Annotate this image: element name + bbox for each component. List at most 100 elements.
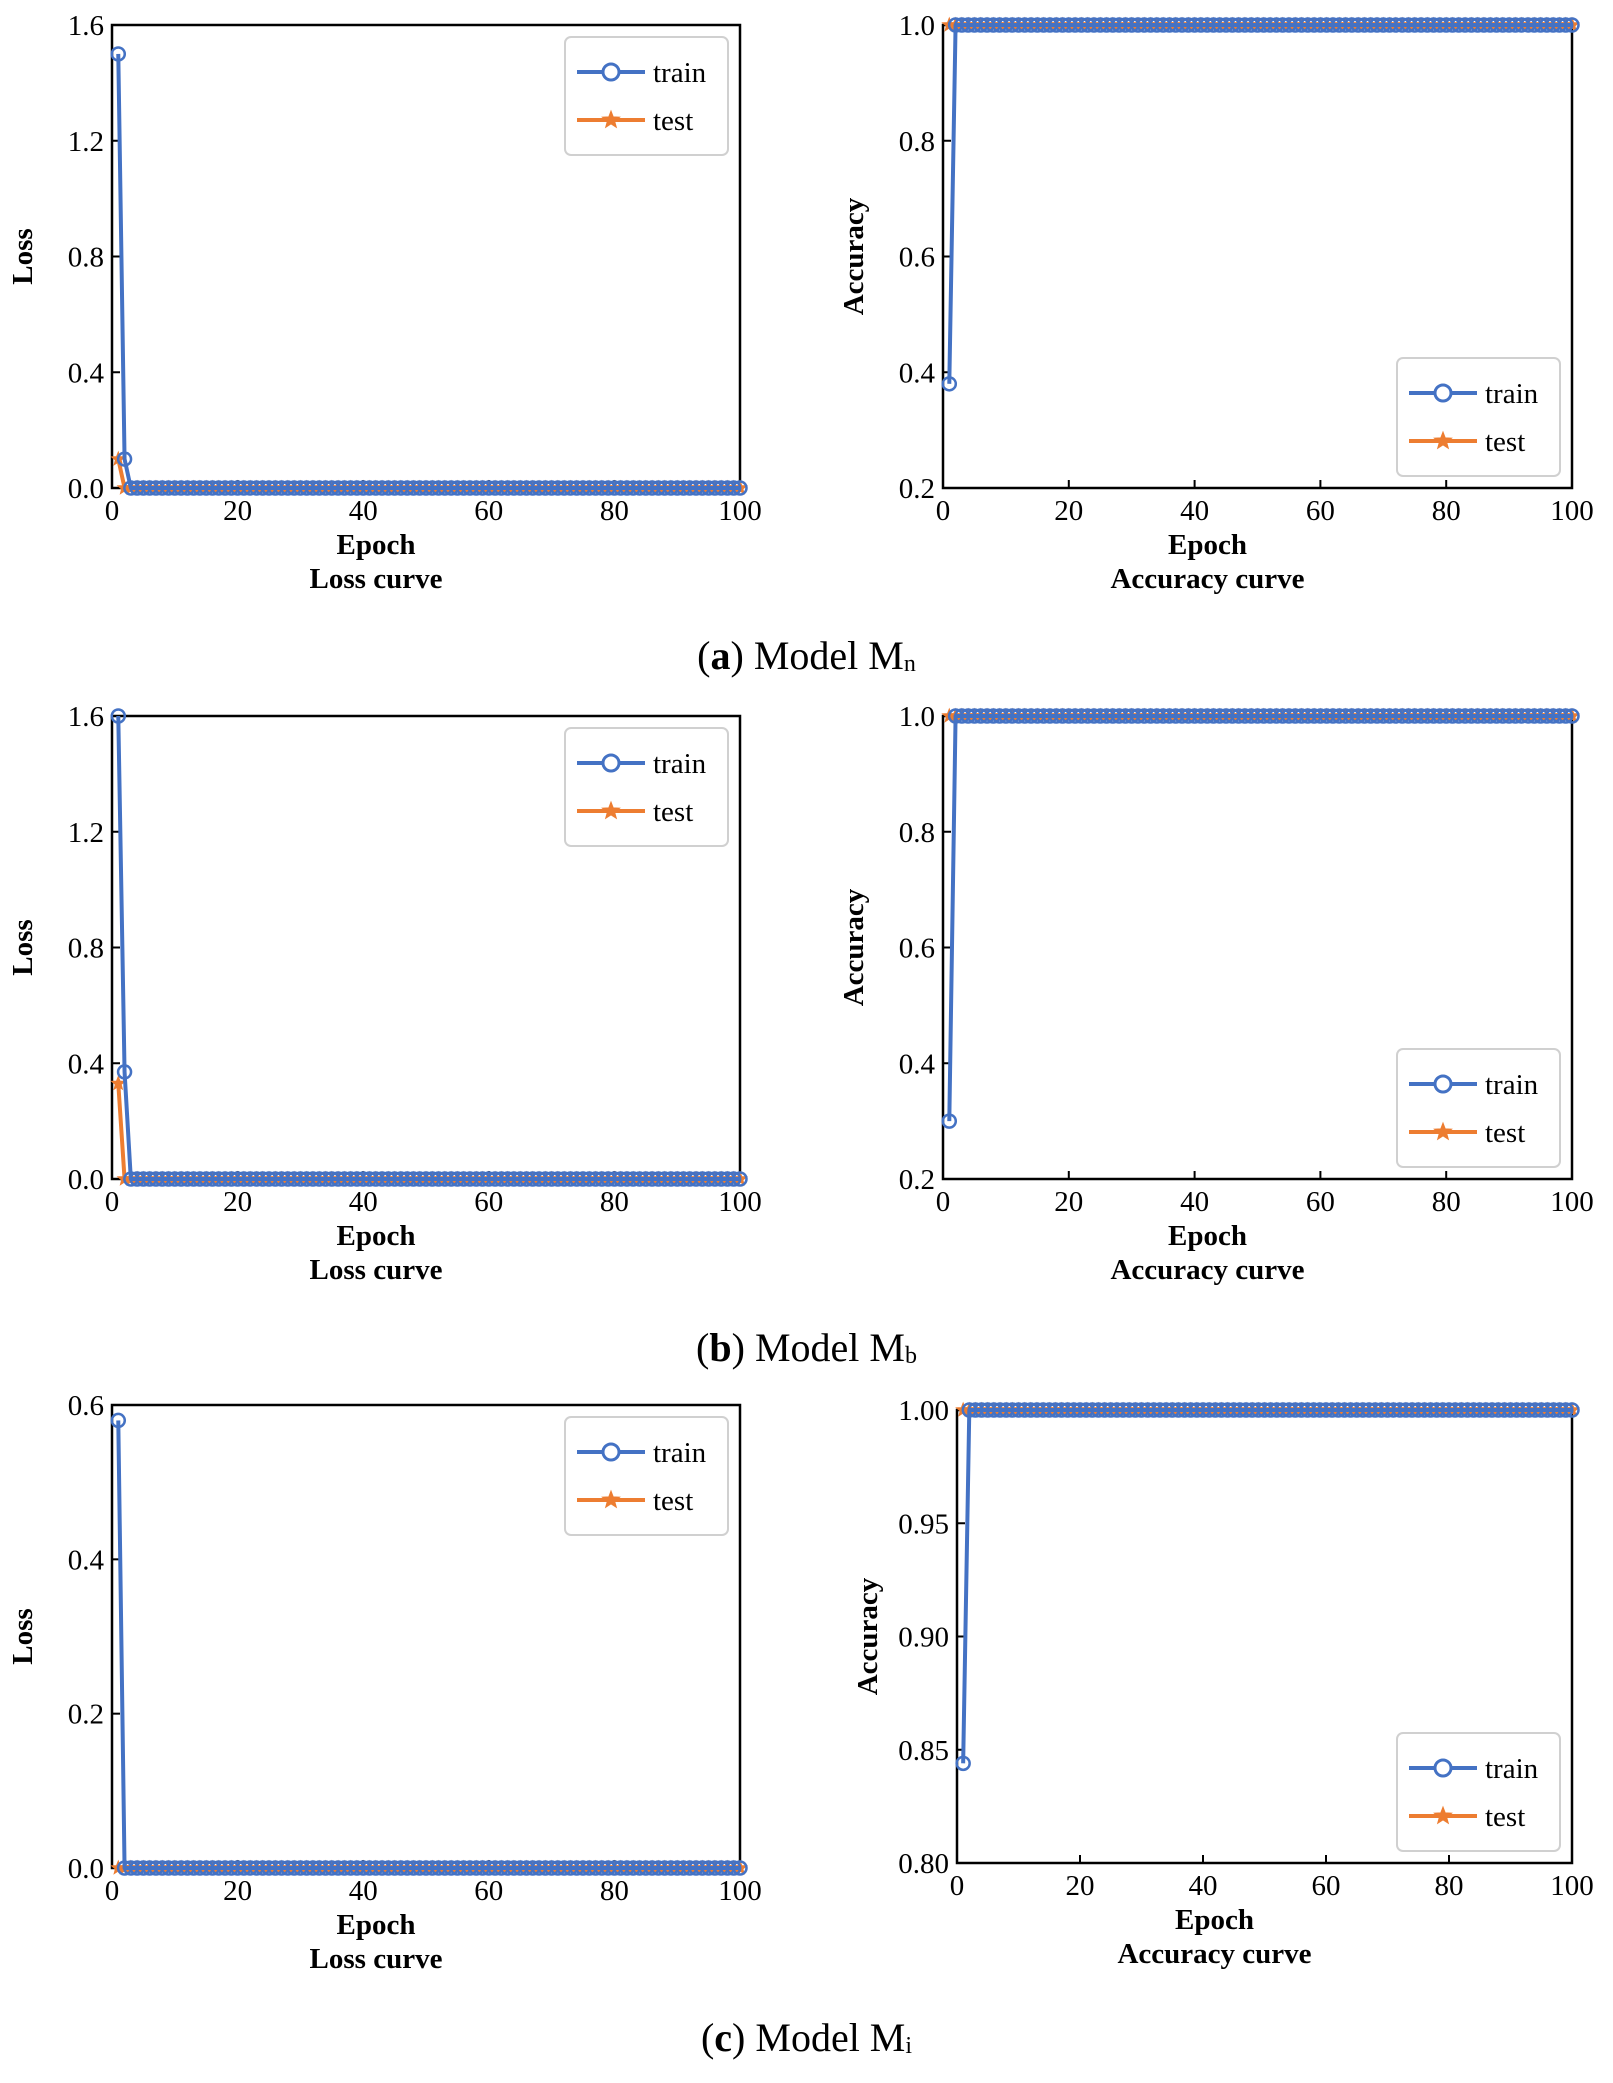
data-point-train (1557, 17, 1574, 33)
y-tick-label: 1.2 (68, 817, 104, 849)
legend-marker-train (601, 62, 621, 82)
y-tick-label: 0.85 (898, 1735, 949, 1767)
x-tick-label: 60 (1312, 1870, 1341, 1902)
x-tick-label: 80 (1432, 495, 1461, 527)
y-axis-label: Accuracy (852, 1577, 884, 1695)
x-axis-label: Epoch (1168, 529, 1247, 561)
legend-box (564, 1416, 729, 1536)
data-point-train (725, 480, 742, 496)
chart-title: Accuracy curve (1117, 1938, 1311, 1970)
y-tick-label: 0.90 (898, 1622, 949, 1654)
x-tick-label: 40 (1180, 495, 1209, 527)
legend-marker-test (601, 800, 621, 820)
y-tick-label: 0.4 (68, 357, 105, 389)
x-tick-label: 60 (1306, 495, 1335, 527)
y-tick-label: 0.8 (899, 126, 935, 158)
y-tick-label: 0.4 (899, 1048, 936, 1080)
y-tick-label: 0.4 (899, 357, 936, 389)
y-tick-label: 0.0 (68, 473, 104, 505)
caption-b: (b) Model Mb (696, 1325, 917, 1370)
x-tick-label: 0 (105, 1875, 120, 1907)
data-point-train (1564, 17, 1580, 33)
data-point-train (1564, 708, 1580, 724)
y-tick-label: 0.2 (899, 1164, 935, 1196)
y-tick-label: 0.95 (898, 1508, 949, 1540)
x-axis-label: Epoch (1175, 1904, 1254, 1936)
x-tick-label: 100 (1550, 1870, 1594, 1902)
y-tick-label: 0.0 (68, 1164, 104, 1196)
data-point-train (110, 46, 127, 62)
legend-marker-train (1433, 1074, 1453, 1094)
series-line-train (961, 1408, 1572, 1764)
series-train (110, 46, 748, 496)
legend-label-train: train (1485, 378, 1539, 410)
y-axis-label: Accuracy (838, 197, 870, 315)
legend-marker-test (1433, 1121, 1453, 1141)
y-axis-label: Accuracy (838, 888, 870, 1006)
data-point-train (725, 1171, 742, 1187)
y-tick-label: 0.4 (68, 1048, 105, 1080)
legend-label-train: train (653, 1437, 707, 1469)
data-point-train (110, 708, 127, 724)
legend-marker-test (601, 109, 621, 129)
data-point-train (116, 451, 133, 467)
legend-label-train: train (653, 748, 707, 780)
data-point-train (941, 376, 958, 392)
legend: train test (564, 36, 729, 156)
y-tick-label: 0.6 (899, 242, 935, 274)
y-tick-label: 1.0 (899, 10, 935, 42)
series-train (941, 17, 1580, 392)
data-point-train (955, 1755, 971, 1772)
y-axis-label: Loss (7, 919, 39, 975)
legend: train test (1396, 1048, 1561, 1168)
series-train (955, 1402, 1580, 1772)
data-point-train (110, 1412, 127, 1429)
x-tick-label: 0 (950, 1870, 965, 1902)
legend: train test (1396, 357, 1561, 477)
y-tick-label: 1.6 (68, 701, 104, 733)
x-tick-label: 20 (1054, 1186, 1083, 1218)
y-tick-label: 0.6 (68, 1390, 104, 1422)
series-line-train (947, 23, 1572, 384)
x-tick-label: 80 (600, 1875, 629, 1907)
x-tick-label: 20 (1054, 495, 1083, 527)
legend-label-test: test (653, 1485, 693, 1517)
chart-6: 0 20 40 60 80 1000.800.850.900.951.00EpochAcc… (852, 1395, 1594, 1970)
x-tick-label: 0 (936, 1186, 951, 1218)
y-axis-label: Loss (7, 228, 39, 284)
series-train (110, 708, 748, 1187)
chart-title: Accuracy curve (1110, 563, 1304, 595)
x-tick-label: 100 (718, 495, 762, 527)
x-tick-label: 40 (349, 1875, 378, 1907)
caption-a: (a) Model Mn (697, 633, 916, 678)
legend-marker-test (601, 1489, 621, 1509)
x-tick-label: 20 (223, 495, 252, 527)
legend-marker-train (1433, 1758, 1453, 1778)
legend-label-test: test (653, 105, 693, 137)
legend-label-test: test (653, 796, 693, 828)
x-tick-label: 60 (474, 1875, 503, 1907)
series-train (110, 1412, 748, 1876)
x-tick-label: 60 (474, 495, 503, 527)
caption-c: (c) Model Mi (700, 2015, 913, 2060)
x-tick-label: 40 (1180, 1186, 1209, 1218)
x-tick-label: 0 (105, 495, 120, 527)
legend-box (564, 727, 729, 847)
y-tick-label: 0.8 (68, 242, 104, 274)
data-point-train (732, 1860, 748, 1876)
legend-label-train: train (653, 57, 707, 89)
x-tick-label: 100 (1550, 495, 1594, 527)
y-tick-label: 0.8 (68, 933, 104, 965)
y-tick-label: 0.0 (68, 1853, 104, 1885)
x-tick-label: 40 (1189, 1870, 1218, 1902)
x-tick-label: 80 (1435, 1870, 1464, 1902)
data-point-train (941, 1113, 958, 1129)
y-tick-label: 0.2 (899, 473, 935, 505)
x-tick-label: 60 (474, 1186, 503, 1218)
x-tick-label: 20 (1066, 1870, 1095, 1902)
data-point-train (1564, 1402, 1580, 1418)
y-tick-label: 1.00 (898, 1395, 949, 1427)
legend-label-test: test (1485, 426, 1525, 458)
x-axis-label: Epoch (337, 1909, 416, 1941)
